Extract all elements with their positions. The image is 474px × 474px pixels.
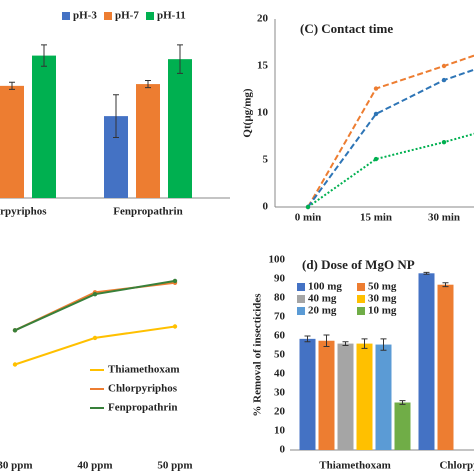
legend-label: Thiamethoxam bbox=[108, 364, 180, 376]
x-tick-label: 15 min bbox=[360, 212, 392, 224]
legend-swatch bbox=[104, 12, 112, 20]
marker bbox=[92, 335, 98, 341]
y-tick-label: 90 bbox=[274, 273, 286, 285]
legend-label: pH-3 bbox=[73, 10, 97, 22]
x-tick-label: 40 ppm bbox=[77, 460, 112, 472]
legend-label: 40 mg bbox=[308, 293, 337, 305]
bar bbox=[299, 338, 316, 450]
y-tick-label: 0 bbox=[263, 201, 269, 213]
x-tick-label: Fenpropathrin bbox=[113, 206, 182, 218]
error-bar bbox=[41, 44, 47, 67]
marker bbox=[373, 86, 379, 91]
legend-label: 20 mg bbox=[308, 305, 337, 317]
legend-label: 50 mg bbox=[368, 281, 397, 293]
marker bbox=[305, 204, 311, 210]
bar bbox=[356, 343, 373, 450]
line bbox=[14, 279, 176, 332]
y-axis-label: Qt(µg/mg) bbox=[242, 88, 254, 137]
legend-label: Fenpropathrin bbox=[108, 402, 177, 414]
legend-swatch bbox=[297, 307, 305, 315]
x-tick-label: Chlorpyriphos bbox=[0, 206, 47, 218]
error-bar bbox=[145, 80, 151, 89]
bar bbox=[437, 284, 454, 450]
x-tick-label: Thiamethoxam bbox=[319, 460, 391, 472]
legend-label: 30 mg bbox=[368, 293, 397, 305]
x-tick-label: 30 min bbox=[428, 212, 460, 224]
bar bbox=[337, 343, 354, 450]
bar bbox=[168, 59, 192, 198]
x-tick-label: Chlorpyriphos bbox=[439, 460, 474, 472]
error-bar bbox=[304, 335, 311, 343]
bar bbox=[32, 55, 56, 198]
y-tick-label: 40 bbox=[274, 368, 286, 380]
marker bbox=[441, 63, 447, 69]
y-tick-label: 70 bbox=[274, 311, 286, 323]
y-tick-label: 0 bbox=[280, 444, 286, 456]
legend-label: pH-11 bbox=[157, 10, 186, 22]
y-tick-label: 100 bbox=[269, 254, 286, 266]
y-tick-label: 10 bbox=[257, 107, 269, 119]
bar bbox=[394, 402, 411, 450]
line bbox=[307, 68, 474, 208]
x-tick-label: 50 ppm bbox=[157, 460, 192, 472]
chart-title: (C) Contact time bbox=[300, 21, 393, 36]
marker bbox=[92, 292, 98, 297]
marker bbox=[441, 77, 447, 83]
marker bbox=[172, 278, 178, 284]
y-axis-label: % Removal of insecticides bbox=[252, 293, 264, 417]
bar bbox=[0, 85, 24, 198]
error-bar bbox=[9, 81, 15, 90]
x-tick-label: 30 ppm bbox=[0, 460, 33, 472]
bar bbox=[375, 344, 392, 450]
error-bar bbox=[380, 338, 387, 351]
bar bbox=[418, 273, 435, 450]
y-tick-label: 15 bbox=[257, 60, 269, 72]
y-tick-label: 60 bbox=[274, 330, 286, 342]
error-bar bbox=[113, 94, 119, 138]
legend-swatch bbox=[357, 307, 365, 315]
legend-swatch bbox=[62, 12, 70, 20]
legend-label: 100 mg bbox=[308, 281, 342, 293]
marker bbox=[172, 324, 178, 329]
error-bar bbox=[442, 282, 449, 288]
line bbox=[14, 281, 176, 332]
y-tick-label: 20 bbox=[257, 13, 269, 25]
line bbox=[307, 132, 474, 208]
bar bbox=[318, 340, 335, 450]
legend-label: Chlorpyriphos bbox=[108, 383, 178, 395]
y-tick-label: 30 bbox=[274, 387, 286, 399]
y-tick-label: 10 bbox=[274, 425, 286, 437]
marker bbox=[441, 139, 447, 145]
y-tick-label: 5 bbox=[263, 154, 269, 166]
line bbox=[307, 54, 474, 208]
y-tick-label: 20 bbox=[274, 406, 286, 418]
legend-swatch bbox=[297, 295, 305, 303]
error-bar bbox=[361, 338, 368, 349]
legend-label: 10 mg bbox=[368, 305, 397, 317]
bar bbox=[136, 84, 160, 198]
legend-label: pH-7 bbox=[115, 10, 139, 22]
error-bar bbox=[423, 271, 430, 275]
marker bbox=[373, 111, 379, 117]
y-tick-label: 50 bbox=[274, 349, 286, 361]
chart-title: (d) Dose of MgO NP bbox=[302, 257, 415, 272]
error-bar bbox=[399, 400, 406, 405]
marker bbox=[373, 156, 379, 162]
legend-swatch bbox=[357, 283, 365, 291]
error-bar bbox=[177, 44, 183, 74]
legend-swatch bbox=[357, 295, 365, 303]
error-bar bbox=[342, 341, 349, 346]
legend-swatch bbox=[146, 12, 154, 20]
y-tick-label: 80 bbox=[274, 292, 286, 304]
legend-swatch bbox=[297, 283, 305, 291]
x-tick-label: 0 min bbox=[295, 212, 322, 224]
line bbox=[14, 325, 176, 366]
error-bar bbox=[323, 334, 330, 347]
marker bbox=[12, 328, 18, 333]
marker bbox=[12, 362, 18, 367]
